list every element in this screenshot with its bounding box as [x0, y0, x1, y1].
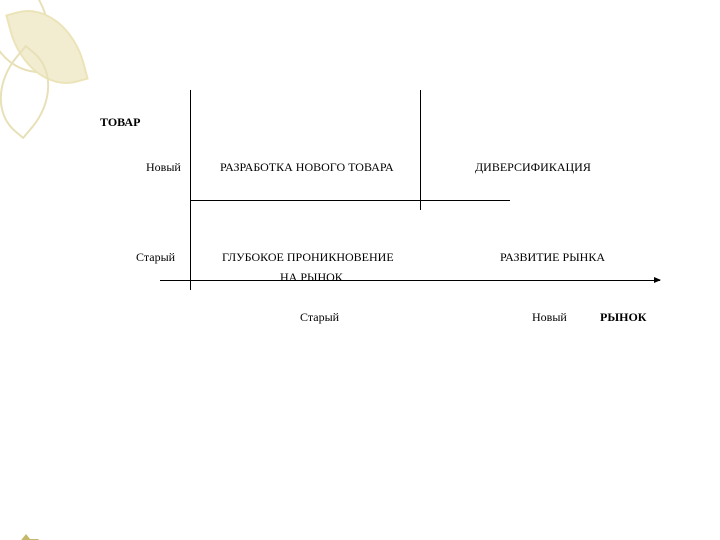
y-axis-label-old: Старый: [136, 250, 175, 265]
cell-bottom-left-line1: ГЛУБОКОЕ ПРОНИКНОВЕНИЕ: [222, 250, 394, 265]
y-axis-label-new: Новый: [146, 160, 181, 175]
slide-canvas: ТОВАР Новый Старый РАЗРАБОТКА НОВОГО ТОВ…: [0, 0, 720, 540]
vertical-divider: [420, 90, 421, 210]
cell-bottom-right: РАЗВИТИЕ РЫНКА: [500, 250, 605, 265]
cell-bottom-left-line2: НА РЫНОК: [280, 270, 343, 285]
y-axis-title: ТОВАР: [100, 115, 140, 130]
horizontal-divider: [190, 200, 510, 201]
x-axis-label-new: Новый: [532, 310, 567, 325]
ansoff-matrix: ТОВАР Новый Старый РАЗРАБОТКА НОВОГО ТОВ…: [100, 110, 660, 330]
cell-top-right: ДИВЕРСИФИКАЦИЯ: [475, 160, 591, 175]
cell-top-left: РАЗРАБОТКА НОВОГО ТОВАРА: [220, 160, 394, 175]
x-axis-line: [160, 280, 660, 281]
x-axis-title: РЫНОК: [600, 310, 646, 325]
y-axis-line: [190, 90, 191, 290]
x-axis-label-old: Старый: [300, 310, 339, 325]
